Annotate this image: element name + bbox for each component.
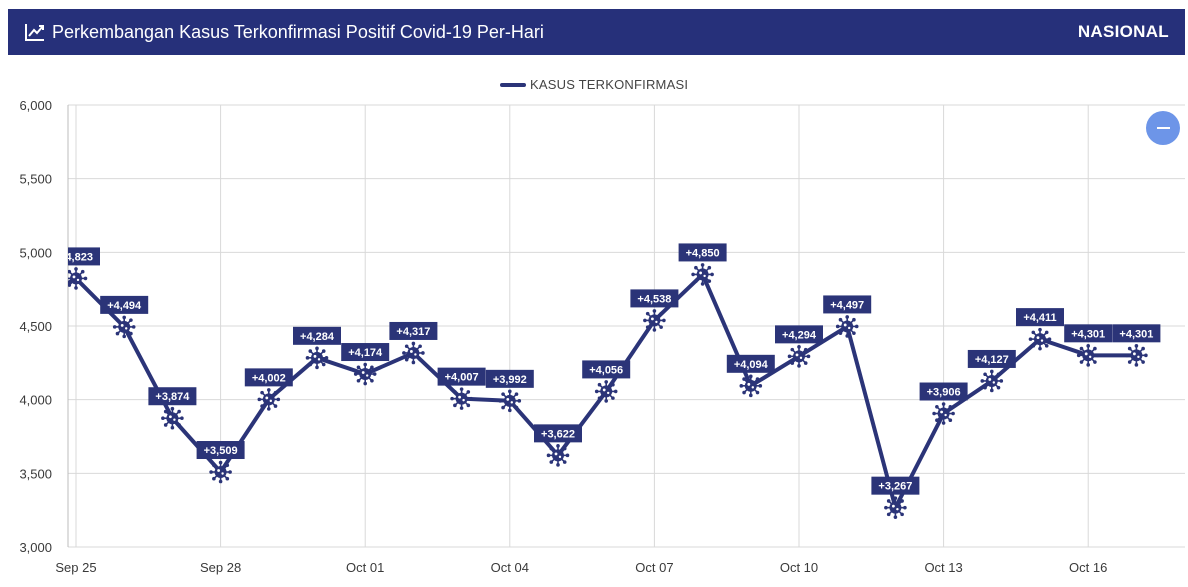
svg-text:+4,301: +4,301 (1119, 328, 1153, 340)
y-tick-label: 3,000 (19, 540, 52, 555)
legend-label: KASUS TERKONFIRMASI (530, 77, 688, 92)
x-tick-label: Oct 04 (491, 560, 529, 575)
data-point (402, 341, 425, 365)
data-label: +3,509 (196, 441, 245, 460)
data-label: +4,301 (1112, 324, 1161, 343)
x-tick-label: Oct 13 (924, 560, 962, 575)
data-point (739, 374, 763, 398)
data-point (1125, 344, 1148, 367)
x-tick-label: Oct 07 (635, 560, 673, 575)
svg-text:+4,538: +4,538 (637, 293, 671, 305)
trend-line-icon (24, 21, 46, 43)
data-point (257, 388, 281, 411)
svg-text:+4,056: +4,056 (589, 364, 623, 376)
svg-text:+4,127: +4,127 (975, 354, 1009, 366)
svg-text:+4,284: +4,284 (300, 331, 335, 343)
svg-text:+3,906: +3,906 (927, 387, 961, 399)
data-label: +4,634 (4, 275, 52, 293)
data-point (1028, 327, 1052, 351)
svg-text:+4,174: +4,174 (348, 347, 383, 359)
data-point (884, 496, 907, 519)
svg-text:+4,850: +4,850 (686, 247, 720, 259)
svg-text:+3,509: +3,509 (204, 445, 238, 457)
data-point (980, 369, 1004, 393)
data-point (209, 460, 232, 484)
data-point (450, 387, 473, 410)
data-point (353, 362, 377, 386)
svg-text:+4,823: +4,823 (59, 251, 93, 263)
data-label: +3,906 (919, 382, 968, 401)
data-label: +4,317 (389, 321, 438, 340)
svg-text:+4,294: +4,294 (782, 329, 817, 341)
chart-title: Perkembangan Kasus Terkonfirmasi Positif… (52, 21, 544, 42)
x-tick-label: Oct 16 (1069, 560, 1107, 575)
data-label: +3,874 (148, 387, 197, 406)
data-point (161, 406, 184, 430)
data-label: +4,284 (293, 326, 341, 345)
y-tick-label: 5,000 (19, 245, 52, 260)
x-tick-label: Oct 01 (346, 560, 384, 575)
data-point (787, 345, 811, 368)
data-point (835, 315, 859, 338)
data-point (17, 295, 40, 318)
chart-header: Perkembangan Kasus Terkonfirmasi Positif… (8, 9, 1185, 55)
series-line (68, 272, 1137, 510)
svg-text:+3,992: +3,992 (493, 374, 527, 386)
data-label: +4,094 (726, 354, 775, 373)
y-tick-label: 3,500 (19, 466, 52, 481)
data-label: +4,823 (59, 247, 100, 266)
svg-text:+4,497: +4,497 (830, 299, 864, 311)
zoom-out-button[interactable] (1146, 111, 1180, 145)
data-label: +3,267 (871, 476, 920, 495)
svg-text:+4,007: +4,007 (445, 372, 479, 384)
x-tick-label: Sep 28 (200, 560, 241, 575)
data-point (112, 315, 136, 339)
legend: KASUS TERKONFIRMASI (500, 77, 688, 92)
x-tick-label: Oct 10 (780, 560, 818, 575)
data-label: +4,497 (823, 295, 872, 314)
svg-text:+4,411: +4,411 (1023, 312, 1056, 324)
svg-text:+4,634: +4,634 (11, 279, 46, 291)
data-point (305, 346, 329, 370)
data-point (68, 267, 88, 290)
data-point (932, 402, 955, 425)
data-label: +4,127 (967, 349, 1016, 368)
y-tick-label: 6,000 (19, 98, 52, 113)
data-label: +4,411 (1016, 308, 1064, 327)
svg-text:+3,874: +3,874 (155, 391, 190, 403)
svg-text:+4,094: +4,094 (734, 359, 769, 371)
data-label: +4,294 (775, 325, 823, 344)
data-label: +3,992 (485, 369, 534, 388)
minus-icon (1156, 127, 1170, 129)
data-label: +4,538 (630, 289, 679, 308)
data-label: +4,850 (678, 243, 727, 262)
region-label: NASIONAL (1077, 22, 1169, 41)
data-label: +4,174 (341, 343, 390, 362)
svg-text:+3,267: +3,267 (878, 481, 912, 493)
y-tick-label: 4,500 (19, 319, 52, 334)
data-point (594, 380, 618, 403)
y-tick-label: 4,000 (19, 393, 52, 408)
data-point (498, 389, 522, 413)
data-label: +4,056 (582, 360, 631, 379)
data-label: +3,622 (534, 424, 582, 443)
plot-area: +4,634 +4,823 +4,494 +3,874 +3,509 +4,002 +4,2… (4, 243, 1161, 519)
data-label: +4,002 (244, 368, 293, 387)
data-label: +4,007 (437, 367, 486, 386)
svg-text:+4,002: +4,002 (252, 372, 286, 384)
svg-text:+4,494: +4,494 (107, 300, 142, 312)
data-point (1076, 344, 1100, 367)
data-label: +4,301 (1064, 324, 1113, 343)
data-point (643, 309, 666, 332)
data-label: +4,494 (100, 295, 149, 314)
svg-text:+4,301: +4,301 (1071, 328, 1105, 340)
y-tick-label: 5,500 (19, 172, 52, 187)
data-point (691, 263, 714, 286)
data-point (546, 444, 570, 467)
svg-text:+4,317: +4,317 (396, 326, 430, 338)
x-tick-label: Sep 25 (55, 560, 96, 575)
svg-text:+3,622: +3,622 (541, 428, 575, 440)
